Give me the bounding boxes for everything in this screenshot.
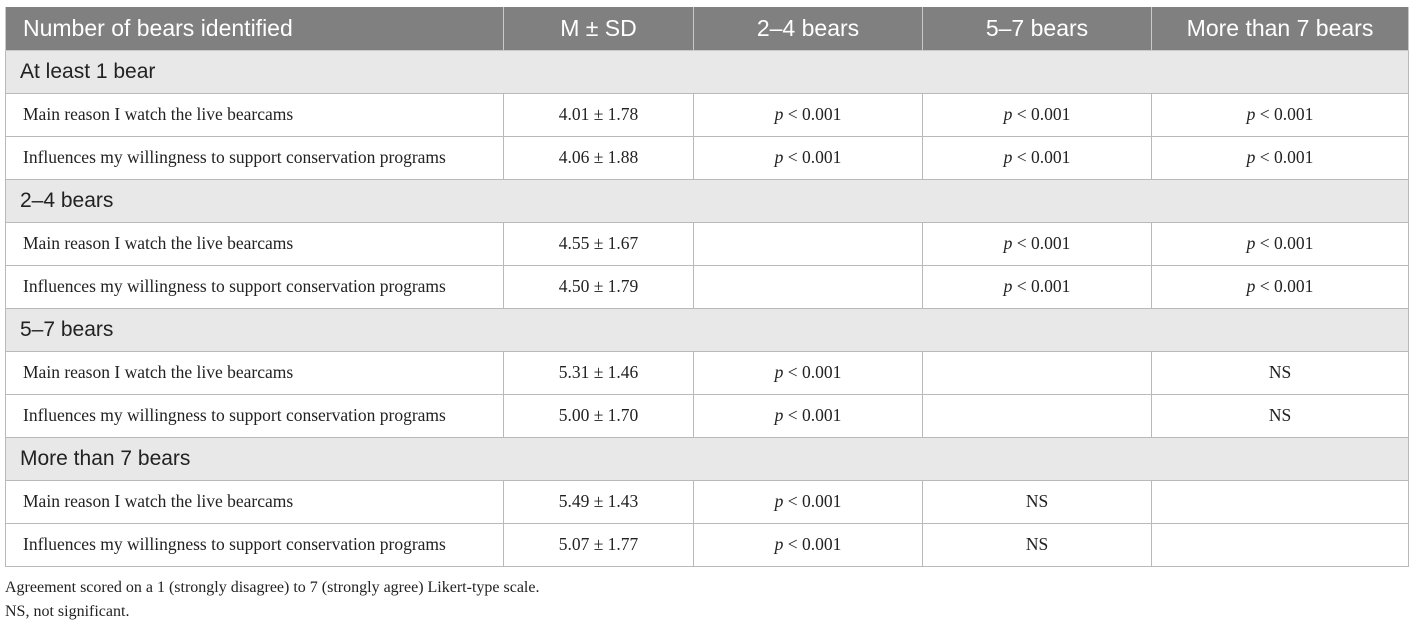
row-label: Influences my willingness to support con… xyxy=(5,393,504,438)
comparison-cell: p < 0.001 xyxy=(1151,92,1409,137)
mean-sd-cell: 5.00 ± 1.70 xyxy=(503,393,694,438)
comparison-cell xyxy=(1151,479,1409,524)
table-row: Influences my willingness to support con… xyxy=(5,522,1409,567)
comparison-cell: p < 0.001 xyxy=(922,264,1152,309)
header-cell: 5–7 bears xyxy=(922,7,1152,51)
mean-sd-cell: 5.07 ± 1.77 xyxy=(503,522,694,567)
comparison-cell xyxy=(1151,522,1409,567)
table-row: Influences my willingness to support con… xyxy=(5,393,1409,438)
section-title: 2–4 bears xyxy=(5,178,1409,223)
comparison-cell xyxy=(922,350,1152,395)
section-row: 5–7 bears xyxy=(5,307,1409,352)
mean-sd-cell: 4.01 ± 1.78 xyxy=(503,92,694,137)
comparison-cell: p < 0.001 xyxy=(693,479,923,524)
table-row: Main reason I watch the live bearcams 4.5… xyxy=(5,221,1409,266)
results-table: Number of bears identified M ± SD 2–4 be… xyxy=(5,7,1409,567)
mean-sd-cell: 4.55 ± 1.67 xyxy=(503,221,694,266)
footnote-ns: NS, not significant. xyxy=(5,603,130,620)
table-row: Influences my willingness to support con… xyxy=(5,135,1409,180)
comparison-cell xyxy=(922,393,1152,438)
header-cell: Number of bears identified xyxy=(5,7,504,51)
comparison-cell: NS xyxy=(922,479,1152,524)
row-label: Influences my willingness to support con… xyxy=(5,135,504,180)
comparison-cell: NS xyxy=(1151,350,1409,395)
comparison-cell: p < 0.001 xyxy=(693,92,923,137)
table-body: At least 1 bear Main reason I watch the l… xyxy=(5,49,1409,567)
comparison-cell: NS xyxy=(1151,393,1409,438)
row-label: Influences my willingness to support con… xyxy=(5,522,504,567)
header-cell: M ± SD xyxy=(503,7,694,51)
results-table-container: Number of bears identified M ± SD 2–4 be… xyxy=(5,7,1409,567)
mean-sd-cell: 5.31 ± 1.46 xyxy=(503,350,694,395)
comparison-cell: p < 0.001 xyxy=(1151,135,1409,180)
comparison-cell: p < 0.001 xyxy=(922,221,1152,266)
row-label: Main reason I watch the live bearcams xyxy=(5,350,504,395)
table-header: Number of bears identified M ± SD 2–4 be… xyxy=(5,7,1409,51)
row-label: Main reason I watch the live bearcams xyxy=(5,221,504,266)
row-label: Influences my willingness to support con… xyxy=(5,264,504,309)
header-cell: 2–4 bears xyxy=(693,7,923,51)
comparison-cell xyxy=(693,264,923,309)
section-title: 5–7 bears xyxy=(5,307,1409,352)
comparison-cell: p < 0.001 xyxy=(693,522,923,567)
comparison-cell: p < 0.001 xyxy=(922,92,1152,137)
table-row: Main reason I watch the live bearcams 5.3… xyxy=(5,350,1409,395)
comparison-cell: p < 0.001 xyxy=(693,135,923,180)
comparison-cell: p < 0.001 xyxy=(922,135,1152,180)
section-row: More than 7 bears xyxy=(5,436,1409,481)
table-row: Influences my willingness to support con… xyxy=(5,264,1409,309)
header-row: Number of bears identified M ± SD 2–4 be… xyxy=(5,7,1409,51)
comparison-cell: p < 0.001 xyxy=(693,393,923,438)
row-label: Main reason I watch the live bearcams xyxy=(5,479,504,524)
section-row: At least 1 bear xyxy=(5,49,1409,94)
row-label: Main reason I watch the live bearcams xyxy=(5,92,504,137)
table-footnotes: Agreement scored on a 1 (strongly disagr… xyxy=(5,576,539,624)
comparison-cell: p < 0.001 xyxy=(693,350,923,395)
mean-sd-cell: 4.50 ± 1.79 xyxy=(503,264,694,309)
section-title: More than 7 bears xyxy=(5,436,1409,481)
table-row: Main reason I watch the live bearcams 5.4… xyxy=(5,479,1409,524)
mean-sd-cell: 4.06 ± 1.88 xyxy=(503,135,694,180)
mean-sd-cell: 5.49 ± 1.43 xyxy=(503,479,694,524)
header-cell: More than 7 bears xyxy=(1151,7,1409,51)
comparison-cell: p < 0.001 xyxy=(1151,221,1409,266)
table-row: Main reason I watch the live bearcams 4.0… xyxy=(5,92,1409,137)
footnote-scale: Agreement scored on a 1 (strongly disagr… xyxy=(5,579,540,596)
comparison-cell: NS xyxy=(922,522,1152,567)
section-title: At least 1 bear xyxy=(5,49,1409,94)
comparison-cell: p < 0.001 xyxy=(1151,264,1409,309)
section-row: 2–4 bears xyxy=(5,178,1409,223)
comparison-cell xyxy=(693,221,923,266)
